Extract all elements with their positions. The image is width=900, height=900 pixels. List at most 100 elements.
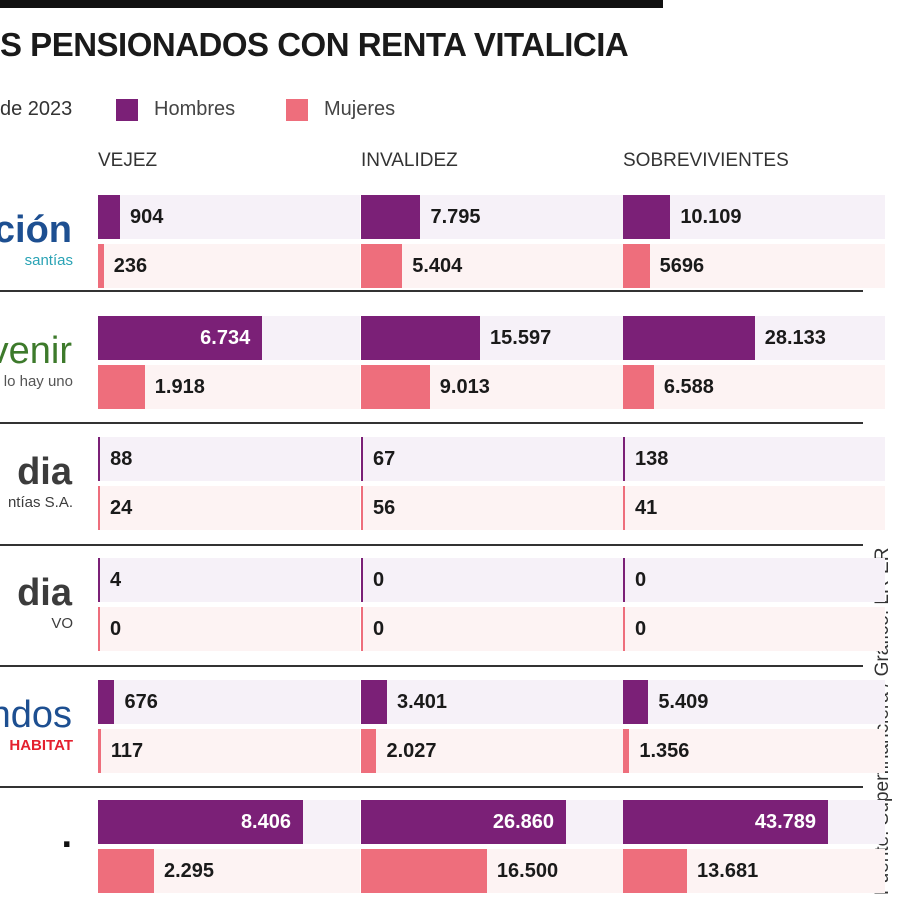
value-label-mujeres: 117 [110, 740, 144, 762]
value-label-hombres: 28.133 [764, 327, 826, 349]
bar-background [361, 729, 623, 773]
bar-background [623, 680, 885, 724]
bar-mujeres [361, 244, 403, 288]
logo-fund-tagline: ntías S.A. [7, 494, 73, 511]
bar-background [98, 244, 360, 288]
bar-hombres [98, 316, 263, 360]
value-label-mujeres: 1.356 [639, 740, 690, 762]
column-header-invalidez: INVALIDEZ [361, 150, 458, 171]
bar-mujeres [361, 607, 363, 651]
value-label-hombres: 67 [373, 448, 396, 470]
group-divider [0, 786, 863, 788]
bar-hombres [623, 316, 755, 360]
value-label-hombres: 8.406 [240, 811, 291, 833]
value-label-mujeres: 16.500 [496, 860, 559, 882]
bar-hombres [361, 558, 363, 602]
value-label-hombres: 26.860 [492, 811, 554, 833]
group-divider [0, 665, 863, 667]
value-label-hombres: 676 [124, 691, 158, 713]
value-label-mujeres: 0 [110, 618, 122, 640]
bar-hombres [98, 437, 101, 481]
logo-fund-name: ndos [0, 694, 72, 736]
bar-background [623, 729, 885, 773]
bar-background [361, 680, 623, 724]
bar-hombres [98, 680, 115, 724]
bar-background [361, 244, 623, 288]
bar-mujeres [623, 486, 625, 530]
logo-fund-name: . [61, 814, 72, 856]
legend-swatch [116, 98, 138, 121]
legend-mujeres: Mujeres [286, 98, 395, 121]
bar-hombres [98, 195, 121, 239]
bar-background [98, 486, 360, 530]
value-label-mujeres: 9.013 [439, 376, 490, 398]
bar-mujeres [623, 244, 650, 288]
value-label-mujeres: 5.404 [412, 255, 463, 277]
value-label-mujeres: 2.027 [386, 740, 437, 762]
bar-hombres [98, 558, 100, 602]
bar-hombres [361, 195, 421, 239]
bar-background [98, 437, 360, 481]
legend-hombres: Hombres [116, 98, 235, 121]
legend-label: Mujeres [324, 98, 396, 120]
bar-hombres [361, 680, 387, 724]
bar-mujeres [98, 244, 104, 288]
top-rule [0, 0, 663, 8]
value-label-mujeres: 2.295 [163, 860, 215, 882]
bar-background [98, 729, 360, 773]
value-label-mujeres: 41 [635, 497, 658, 519]
value-label-hombres: 3.401 [396, 691, 448, 713]
value-label-mujeres: 56 [373, 497, 396, 519]
logo-fund-name: ción [0, 209, 72, 251]
bar-mujeres [361, 365, 430, 409]
column-header-vejez: VEJEZ [98, 150, 158, 171]
bar-mujeres [623, 607, 625, 651]
bar-mujeres [361, 849, 487, 893]
bar-mujeres [361, 729, 377, 773]
logo-fund-tagline: lo hay uno [3, 373, 73, 390]
bar-background [623, 365, 885, 409]
bar-background [623, 558, 885, 602]
bar-mujeres [98, 849, 154, 893]
bar-background [98, 680, 360, 724]
bar-hombres [98, 800, 303, 844]
value-label-mujeres: 24 [110, 497, 133, 519]
value-label-hombres: 904 [130, 206, 164, 228]
legend-swatch [286, 98, 308, 121]
bar-hombres [361, 437, 363, 481]
bar-background [98, 195, 360, 239]
value-label-mujeres: 13.681 [697, 860, 759, 882]
value-label-mujeres: 236 [113, 255, 148, 277]
bar-mujeres [623, 365, 654, 409]
group-divider [0, 422, 863, 424]
value-label-hombres: 6.734 [200, 327, 251, 349]
bar-mujeres [623, 729, 630, 773]
value-label-hombres: 5.409 [658, 691, 709, 713]
bar-hombres [623, 195, 671, 239]
bar-background [623, 607, 885, 651]
legend-label: Hombres [154, 98, 236, 120]
bar-background [98, 558, 360, 602]
chart-title: S PENSIONADOS CON RENTA VITALICIA [0, 26, 629, 63]
value-label-hombres: 43.789 [754, 811, 816, 833]
bar-background [98, 607, 360, 651]
bar-background [361, 437, 623, 481]
logo-fund-name: dia [17, 572, 72, 614]
value-label-hombres: 4 [110, 569, 122, 591]
bar-hombres [623, 558, 625, 602]
bar-hombres [361, 800, 566, 844]
column-header-sobrevivientes: SOBREVIVIENTES [623, 150, 789, 171]
bar-background [361, 607, 623, 651]
group-divider [0, 290, 863, 292]
bar-hombres [361, 316, 481, 360]
bar-background [623, 486, 885, 530]
value-label-hombres: 0 [635, 569, 647, 591]
bar-background [361, 486, 623, 530]
group-divider [0, 544, 863, 546]
bar-background [623, 244, 885, 288]
logo-fund-name: venir [0, 330, 72, 372]
bar-hombres [623, 437, 625, 481]
logo-fund-tagline: santías [24, 252, 73, 269]
value-label-hombres: 10.109 [680, 206, 742, 228]
bar-mujeres [98, 729, 101, 773]
